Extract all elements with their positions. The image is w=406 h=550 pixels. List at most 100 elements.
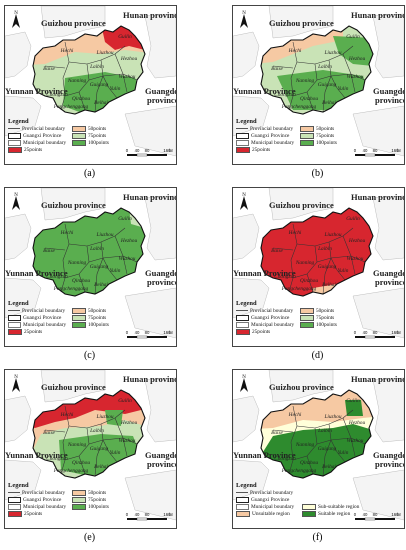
legend-label: Provincial boundary	[22, 490, 66, 496]
province-label: Yunnan Province	[233, 268, 296, 278]
legend-swatch	[236, 147, 250, 153]
city-label: Baise	[271, 248, 283, 254]
municipal-boundary	[272, 429, 294, 433]
legend-item: Municipal boundary	[236, 140, 294, 146]
legend-label: 50points	[316, 126, 335, 133]
municipal-boundary	[78, 455, 86, 475]
legend: Legend Provincial boundary Guangxi Provinc…	[8, 300, 173, 346]
province-label: Guangdong	[145, 268, 176, 278]
neighbor-province	[5, 459, 42, 501]
city-label: Hezhou	[348, 238, 366, 244]
municipal-boundary	[100, 59, 118, 99]
legend-swatch	[300, 322, 314, 328]
municipal-boundary	[322, 75, 332, 113]
province-label: Guizhou province	[41, 200, 106, 210]
legend-label: Unsuitable region	[252, 511, 290, 518]
legend: Legend Provincial boundary Guangxi Provinc…	[236, 482, 401, 528]
guangxi-outline	[260, 207, 374, 297]
neighbor-province	[268, 370, 334, 403]
legend-item: 50points	[72, 126, 106, 132]
neighbor-province	[144, 13, 176, 79]
province-label: province	[147, 95, 177, 105]
map-panel-e: Hechi Guilin Liuzhou Hezhou Baise Laibin Wuzho…	[4, 369, 177, 529]
city-label: Baise	[43, 66, 55, 72]
city-label: Beihai	[322, 282, 336, 288]
municipal-boundary	[64, 63, 90, 97]
svg-text:0: 0	[354, 148, 357, 153]
city-label: Guigang	[318, 264, 337, 270]
legend-item: Municipal boundary	[236, 504, 294, 510]
legend-title: Legend	[236, 300, 257, 307]
north-arrow-icon: N	[238, 192, 250, 212]
city-label: Fangchenggang	[53, 286, 89, 292]
legend-label: 100points	[88, 322, 109, 329]
map-panel-f: Hechi Guilin Liuzhou Hezhou Baise Laibin Wuzho…	[232, 369, 405, 529]
municipal-boundary	[272, 247, 294, 251]
municipal-boundary	[350, 437, 356, 457]
province-label: Guangdong	[145, 86, 176, 96]
city-label: Hechi	[60, 412, 74, 418]
neighbor-province	[144, 195, 176, 261]
city-label: Qinzhou	[72, 96, 90, 102]
city-label: Qinzhou	[72, 460, 90, 466]
scale-bar: 0 40 80 160km	[353, 328, 403, 344]
city-label: Guigang	[90, 264, 109, 270]
city-label: Yulin	[110, 86, 121, 92]
legend-item: Guangxi Province	[236, 497, 289, 503]
legend-label: Municipal boundary	[23, 140, 67, 147]
city-label: Yulin	[110, 268, 121, 274]
legend-label: 25points	[24, 511, 43, 518]
legend-label: Provincial boundary	[22, 308, 66, 314]
province-label: Guizhou province	[269, 382, 334, 392]
legend-swatch	[300, 133, 314, 139]
neighbor-province	[233, 277, 270, 319]
legend-swatch	[302, 504, 316, 510]
city-label: Wuzhou	[119, 256, 136, 262]
city-label: Qinzhou	[300, 278, 318, 284]
municipal-boundary	[122, 255, 128, 275]
province-label: Yunnan Province	[5, 268, 68, 278]
city-label: Chongzuo	[274, 92, 296, 98]
panel-caption: (b)	[311, 168, 324, 179]
neighbor-province	[233, 95, 270, 137]
municipal-boundary	[94, 75, 104, 113]
neighbor-province	[124, 287, 176, 339]
municipal-boundary	[114, 53, 124, 75]
legend-item: Provincial boundary	[8, 308, 65, 314]
municipal-boundary	[322, 257, 332, 295]
svg-text:0: 0	[354, 330, 357, 335]
city-label: Qinzhou	[300, 460, 318, 466]
legend-swatch	[8, 322, 21, 328]
scale-bar: 0 40 80 160km	[125, 328, 175, 344]
municipal-boundary	[100, 423, 118, 463]
legend-swatch	[8, 133, 21, 139]
municipal-boundary	[306, 455, 314, 475]
neighbor-province	[352, 469, 404, 521]
neighbor-province	[372, 377, 404, 443]
city-label: Baise	[43, 248, 55, 254]
city-label: Guilin	[118, 216, 132, 222]
legend-label: 50points	[316, 308, 335, 315]
municipal-boundary	[88, 255, 138, 263]
city-label: Baise	[271, 430, 283, 436]
legend-swatch	[8, 511, 22, 517]
legend-label: Provincial boundary	[250, 308, 294, 314]
legend-title: Legend	[8, 482, 29, 489]
map-svg: Hechi Guilin Liuzhou Hezhou Baise Laibin Wuzho…	[233, 188, 404, 339]
province-label: province	[375, 277, 405, 287]
legend-swatch	[8, 329, 22, 335]
municipal-boundary	[342, 417, 352, 439]
province-label: Hunan province	[351, 192, 405, 202]
svg-text:km: km	[397, 512, 401, 517]
province-label: Yunnan Province	[5, 450, 68, 460]
legend-item: 100points	[72, 322, 109, 328]
legend-item: 25points	[8, 511, 42, 517]
municipal-boundary	[316, 255, 366, 263]
legend-item: 100points	[300, 140, 337, 146]
province-label: Guizhou province	[41, 18, 106, 28]
municipal-boundary	[342, 53, 352, 75]
legend-label: 50points	[88, 126, 107, 133]
panel-caption: (a)	[83, 168, 96, 179]
svg-text:40: 40	[363, 512, 368, 517]
